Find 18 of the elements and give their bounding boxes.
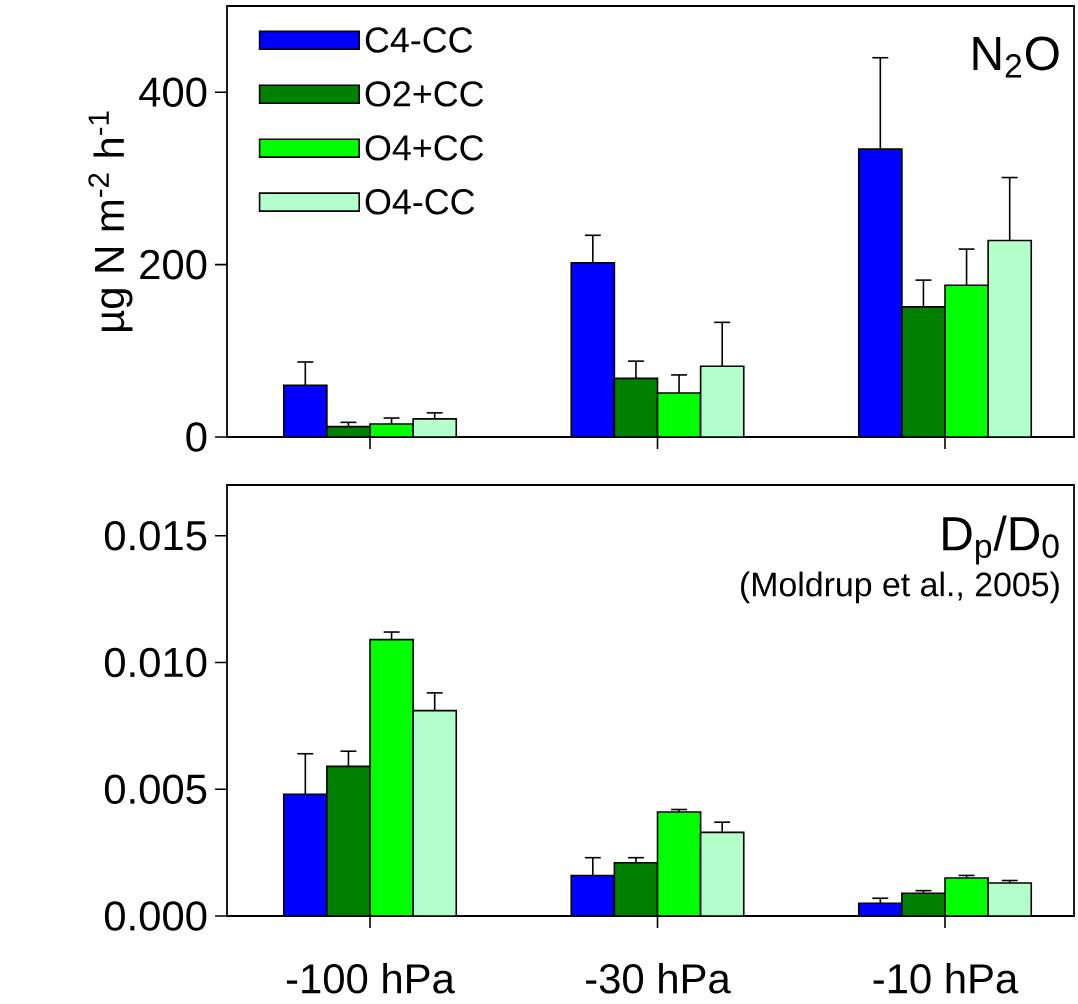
y-tick-label: 0.015	[104, 520, 207, 551]
legend-label: O4+CC	[365, 135, 484, 161]
y-tick-label: 0	[186, 422, 207, 452]
y-axis-title: µg N m$^{-2}$ h$^{-1}$	[88, 111, 133, 331]
annotation: N$_{2}$O	[973, 36, 1059, 78]
x-tick-label: -30 hPa	[586, 962, 731, 994]
y-tick-label: 0.000	[104, 901, 207, 931]
x-tick-label: -100 hPa	[286, 962, 455, 994]
legend-label: O4-CC	[365, 189, 475, 215]
y-tick-label: 0.010	[104, 647, 207, 678]
legend-label: C4-CC	[365, 27, 473, 53]
annotation: (Moldrup et al., 2005)	[741, 571, 1059, 604]
y-tick-label: 0.005	[104, 774, 207, 805]
annotation: D$_{p}$/D$_{0}$	[943, 515, 1059, 565]
y-tick-label: 400	[139, 77, 207, 108]
y-tick-label: 200	[140, 249, 207, 280]
legend-label: O2+CC	[365, 81, 484, 107]
x-tick-label: -10 hPa	[873, 962, 1019, 994]
